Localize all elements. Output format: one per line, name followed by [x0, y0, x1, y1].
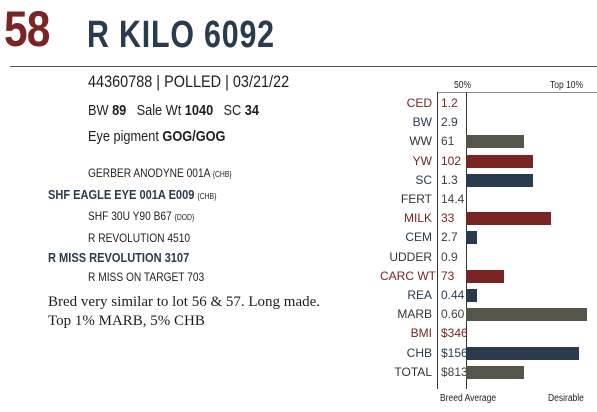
comment-line: Bred very similar to lot 56 & 57. Long m…: [48, 294, 321, 310]
epd-trait-label: SC: [415, 172, 432, 187]
epd-trait-value: $813: [441, 364, 468, 379]
epd-trait-value: 1.3: [441, 172, 458, 187]
epd-trait-label: WW: [409, 134, 432, 149]
epd-trait-label: MILK: [403, 211, 432, 226]
bw-label: BW: [88, 102, 109, 119]
epd-bar: [466, 173, 533, 187]
epd-trait-label: BW: [412, 115, 432, 130]
sire-dam-tag: {DOD}: [174, 213, 195, 222]
epd-trait-label: CARC WT: [380, 268, 436, 283]
epd-trait-value: 0.44: [441, 288, 465, 302]
sc-value: 34: [244, 102, 259, 119]
pedigree-sire-dam: SHF 30U Y90 B67 {DOD}: [88, 209, 194, 223]
sire-tag: {CHB}: [197, 192, 217, 201]
epd-trait-label: CED: [406, 96, 432, 110]
epd-trait-value: 2.9: [441, 115, 458, 130]
sale-wt-label: Sale Wt: [136, 102, 182, 119]
chart-label-desirable: Desirable: [548, 393, 584, 404]
stats-line: BW 89 Sale Wt 1040 SC 34: [88, 102, 259, 119]
epd-trait-value: 2.7: [441, 230, 458, 245]
sire-sire-name: GERBER ANODYNE 001A: [88, 166, 210, 180]
chart-label-breed-average: Breed Average: [440, 393, 497, 404]
epd-bar: [466, 135, 524, 149]
bw-value: 89: [112, 102, 127, 119]
sale-wt-value: 1040: [184, 102, 214, 119]
pedigree-sire-sire: GERBER ANODYNE 001A {CHB}: [88, 166, 232, 180]
epd-trait-value: 73: [441, 268, 455, 283]
epd-trait-value: 102: [441, 153, 462, 168]
epd-trait-label: REA: [407, 288, 432, 302]
bull-name: R KILO 6092: [87, 14, 275, 56]
registration-line: 44360788 | POLLED | 03/21/22: [88, 72, 290, 91]
epd-bar: [466, 308, 587, 322]
chart-left-rule: [437, 92, 438, 389]
epd-trait-label: UDDER: [389, 249, 432, 264]
eye-pigment-line: Eye pigment GOG/GOG: [88, 128, 225, 145]
comment-line: Top 1% MARB, 5% CHB: [48, 313, 205, 329]
epd-trait-value: 61: [441, 134, 455, 149]
epd-bar: [466, 154, 533, 168]
epd-trait-label: YW: [412, 153, 432, 168]
epd-trait-value: 14.4: [441, 192, 465, 206]
epd-bar: [466, 231, 477, 245]
pedigree-dam-dam: R MISS ON TARGET 703: [88, 270, 205, 284]
epd-bar: [466, 212, 551, 226]
epd-trait-value: 33: [441, 211, 455, 226]
epd-bar: [466, 346, 579, 360]
epd-trait-label: BMI: [410, 326, 432, 341]
epd-trait-value: $156: [441, 345, 468, 360]
pedigree-dam: R MISS REVOLUTION 3107: [48, 250, 190, 265]
epd-trait-label: CHB: [406, 345, 432, 360]
eye-pigment-value: GOG/GOG: [162, 128, 226, 145]
epd-bar: [466, 365, 524, 379]
epd-trait-label: CEM: [405, 230, 432, 245]
lot-number: 58: [4, 1, 50, 57]
pedigree-dam-sire: R REVOLUTION 4510: [88, 231, 191, 245]
epd-bar: [466, 289, 477, 302]
chart-label-50pct: 50%: [454, 80, 472, 91]
epd-trait-label: MARB: [397, 307, 432, 322]
sire-dam-name: SHF 30U Y90 B67: [88, 209, 172, 223]
comments: Bred very similar to lot 56 & 57. Long m…: [48, 293, 320, 331]
sc-label: SC: [223, 102, 242, 119]
epd-bar: [466, 269, 504, 283]
pedigree-sire: SHF EAGLE EYE 001A E009 {CHB}: [48, 187, 216, 202]
chart-top-rule: [437, 92, 597, 93]
sire-name: SHF EAGLE EYE 001A E009: [48, 187, 195, 202]
epd-trait-value: 0.60: [441, 307, 465, 322]
epd-trait-value: $346: [441, 326, 468, 341]
epd-trait-value: 1.2: [441, 96, 458, 110]
chart-label-top10: Top 10%: [550, 80, 584, 91]
epd-trait-value: 0.9: [441, 249, 458, 264]
header-rule: [10, 66, 597, 67]
epd-trait-label: TOTAL: [394, 364, 432, 379]
eye-pigment-label: Eye pigment: [88, 128, 159, 145]
sire-sire-tag: {CHB}: [212, 170, 232, 179]
epd-trait-label: FERT: [400, 192, 432, 206]
